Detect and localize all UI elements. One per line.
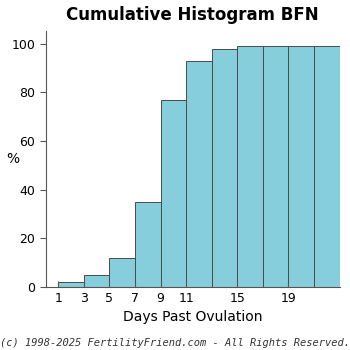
Bar bbox=[212, 49, 237, 287]
X-axis label: Days Past Ovulation: Days Past Ovulation bbox=[123, 310, 262, 324]
Bar bbox=[135, 202, 161, 287]
Bar bbox=[237, 46, 263, 287]
Title: Cumulative Histogram BFN: Cumulative Histogram BFN bbox=[66, 6, 319, 25]
Bar bbox=[288, 46, 314, 287]
Y-axis label: %: % bbox=[7, 152, 20, 166]
Bar bbox=[84, 275, 110, 287]
Bar bbox=[263, 46, 288, 287]
Bar bbox=[161, 100, 186, 287]
Bar bbox=[186, 61, 212, 287]
Text: (c) 1998-2025 FertilityFriend.com - All Rights Reserved.: (c) 1998-2025 FertilityFriend.com - All … bbox=[0, 338, 350, 348]
Bar bbox=[58, 282, 84, 287]
Bar bbox=[110, 258, 135, 287]
Bar bbox=[314, 46, 340, 287]
